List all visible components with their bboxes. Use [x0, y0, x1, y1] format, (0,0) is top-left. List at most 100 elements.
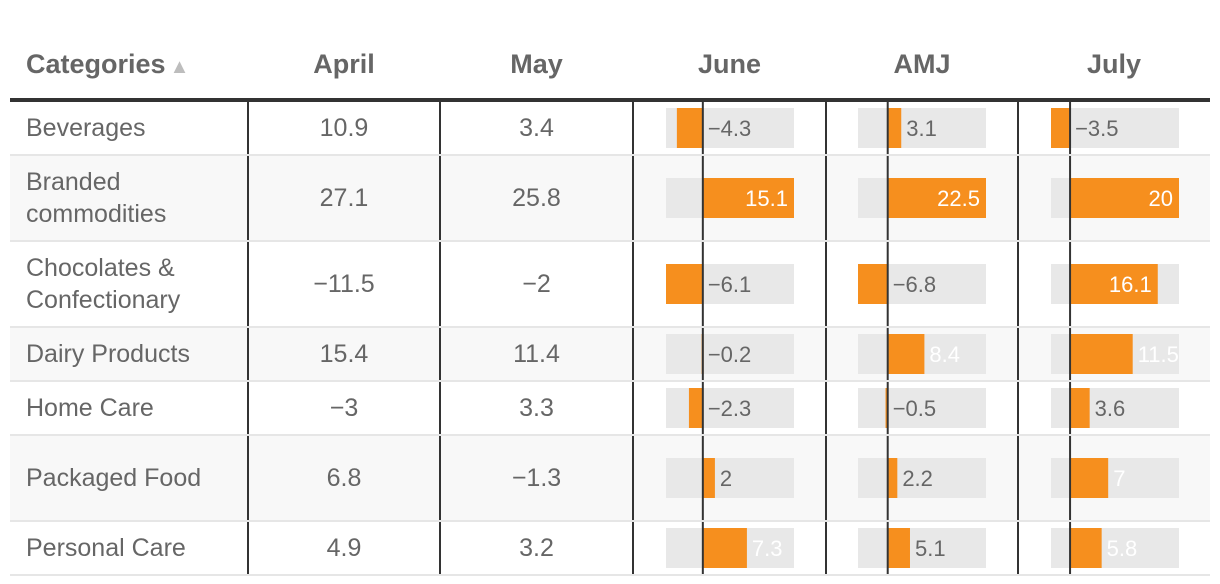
bar	[1069, 178, 1179, 218]
june-bar-chart: −2.3	[665, 382, 794, 434]
may-cell: 25.8	[439, 155, 633, 242]
amj-bar-cell: −6.8	[825, 241, 1018, 328]
bar	[1069, 528, 1102, 568]
bar-value-label: 2.2	[902, 466, 933, 491]
bar-value-label: −4.3	[707, 116, 750, 141]
july-bar-cell: 20	[1017, 155, 1210, 242]
amj-bar-chart: 2.2	[858, 436, 986, 520]
bar-value-label: 3.6	[1094, 396, 1125, 421]
amj-bar-chart: 3.1	[858, 102, 986, 154]
bar-value-label: 3.1	[906, 116, 937, 141]
june-bar-chart: 7.3	[665, 522, 794, 574]
amj-bar-chart: 5.1	[858, 522, 986, 574]
bar-value-label: 5.8	[1106, 536, 1137, 561]
category-cell: Branded commodities	[10, 155, 248, 242]
june-bar-cell: −4.3	[632, 100, 826, 156]
bar	[858, 264, 888, 304]
bar	[702, 178, 794, 218]
bar-value-label: −6.1	[707, 272, 750, 297]
category-cell: Beverages	[10, 100, 248, 156]
may-cell: 3.3	[439, 381, 633, 436]
bar	[887, 334, 925, 374]
bar	[1069, 388, 1090, 428]
table-row: Chocolates & Confectionary −11.5 −2 −6.1 −6.…	[10, 241, 1210, 328]
column-header-june[interactable]: June	[633, 30, 826, 102]
may-cell: 3.4	[439, 100, 633, 156]
july-bar-cell: 16.1	[1017, 241, 1210, 328]
amj-bar-cell: 2.2	[825, 435, 1018, 522]
bar-value-label: −0.5	[893, 396, 936, 421]
april-cell: −11.5	[247, 241, 440, 328]
june-bar-cell: 7.3	[632, 521, 826, 576]
april-cell: −3	[247, 381, 440, 436]
bar-value-label: 7.3	[751, 536, 782, 561]
bar-track	[858, 458, 986, 498]
bar-value-label: 7	[1113, 466, 1125, 491]
july-bar-chart: 11.5	[1050, 328, 1179, 380]
july-bar-chart: 20	[1050, 156, 1179, 240]
bar	[887, 528, 910, 568]
may-cell: −2	[439, 241, 633, 328]
june-bar-chart: 2	[665, 436, 794, 520]
bar-value-label: 2	[719, 466, 731, 491]
bar	[1069, 334, 1133, 374]
july-bar-chart: 16.1	[1050, 242, 1179, 326]
amj-bar-cell: 5.1	[825, 521, 1018, 576]
bar	[1069, 264, 1158, 304]
may-cell: 3.2	[439, 521, 633, 576]
bar-value-label: 15.1	[745, 186, 788, 211]
amj-bar-cell: 22.5	[825, 155, 1018, 242]
bar	[1050, 108, 1070, 148]
column-header-amj[interactable]: AMJ	[826, 30, 1018, 102]
bar-track	[858, 108, 986, 148]
table-row: Branded commodities 27.1 25.8 15.1 22.5 20	[10, 155, 1210, 242]
bar-value-label: 20	[1148, 186, 1172, 211]
column-header-may[interactable]: May	[440, 30, 633, 102]
column-header-july[interactable]: July	[1018, 30, 1210, 102]
bar-value-label: 8.4	[929, 342, 960, 367]
april-cell: 10.9	[247, 100, 440, 156]
june-bar-chart: −6.1	[665, 242, 794, 326]
july-bar-cell: 3.6	[1017, 381, 1210, 436]
column-header-april[interactable]: April	[248, 30, 440, 102]
bar-value-label: 22.5	[937, 186, 980, 211]
bar	[688, 388, 703, 428]
bar-track	[665, 334, 794, 374]
amj-bar-cell: 8.4	[825, 327, 1018, 382]
bar	[676, 108, 703, 148]
sort-ascending-icon[interactable]: ▲	[169, 55, 190, 78]
bar-track	[858, 528, 986, 568]
amj-bar-cell: −0.5	[825, 381, 1018, 436]
june-bar-cell: −2.3	[632, 381, 826, 436]
category-cell: Packaged Food	[10, 435, 248, 522]
column-header-categories[interactable]: Categories ▲	[10, 30, 248, 102]
july-bar-cell: 11.5	[1017, 327, 1210, 382]
july-bar-chart: −3.5	[1050, 102, 1179, 154]
table-row: Home Care −3 3.3 −2.3 −0.5 3.6	[10, 381, 1210, 436]
category-cell: Home Care	[10, 381, 248, 436]
june-bar-cell: −6.1	[632, 241, 826, 328]
data-table: Categories ▲ April May June AMJ July Beve…	[10, 30, 1210, 576]
june-bar-chart: −4.3	[665, 102, 794, 154]
bar	[885, 388, 888, 428]
bar-value-label: 11.5	[1137, 342, 1178, 367]
june-bar-cell: −0.2	[632, 327, 826, 382]
bar	[887, 178, 986, 218]
july-bar-chart: 5.8	[1050, 522, 1179, 574]
may-cell: −1.3	[439, 435, 633, 522]
amj-bar-chart: −0.5	[858, 382, 986, 434]
bar-track	[665, 388, 794, 428]
bar	[887, 458, 898, 498]
bar	[702, 528, 747, 568]
july-bar-chart: 3.6	[1050, 382, 1179, 434]
july-bar-cell: −3.5	[1017, 100, 1210, 156]
april-cell: 15.4	[247, 327, 440, 382]
table-row: Personal Care 4.9 3.2 7.3 5.1 5.8	[10, 521, 1210, 576]
july-bar-cell: 7	[1017, 435, 1210, 522]
bar-value-label: 5.1	[915, 536, 946, 561]
bar-value-label: 16.1	[1108, 272, 1151, 297]
bar-value-label: −2.3	[707, 396, 750, 421]
april-cell: 27.1	[247, 155, 440, 242]
amj-bar-chart: 22.5	[858, 156, 986, 240]
table-body: Beverages 10.9 3.4 −4.3 3.1 −3.5 Branded commo…	[10, 100, 1210, 576]
